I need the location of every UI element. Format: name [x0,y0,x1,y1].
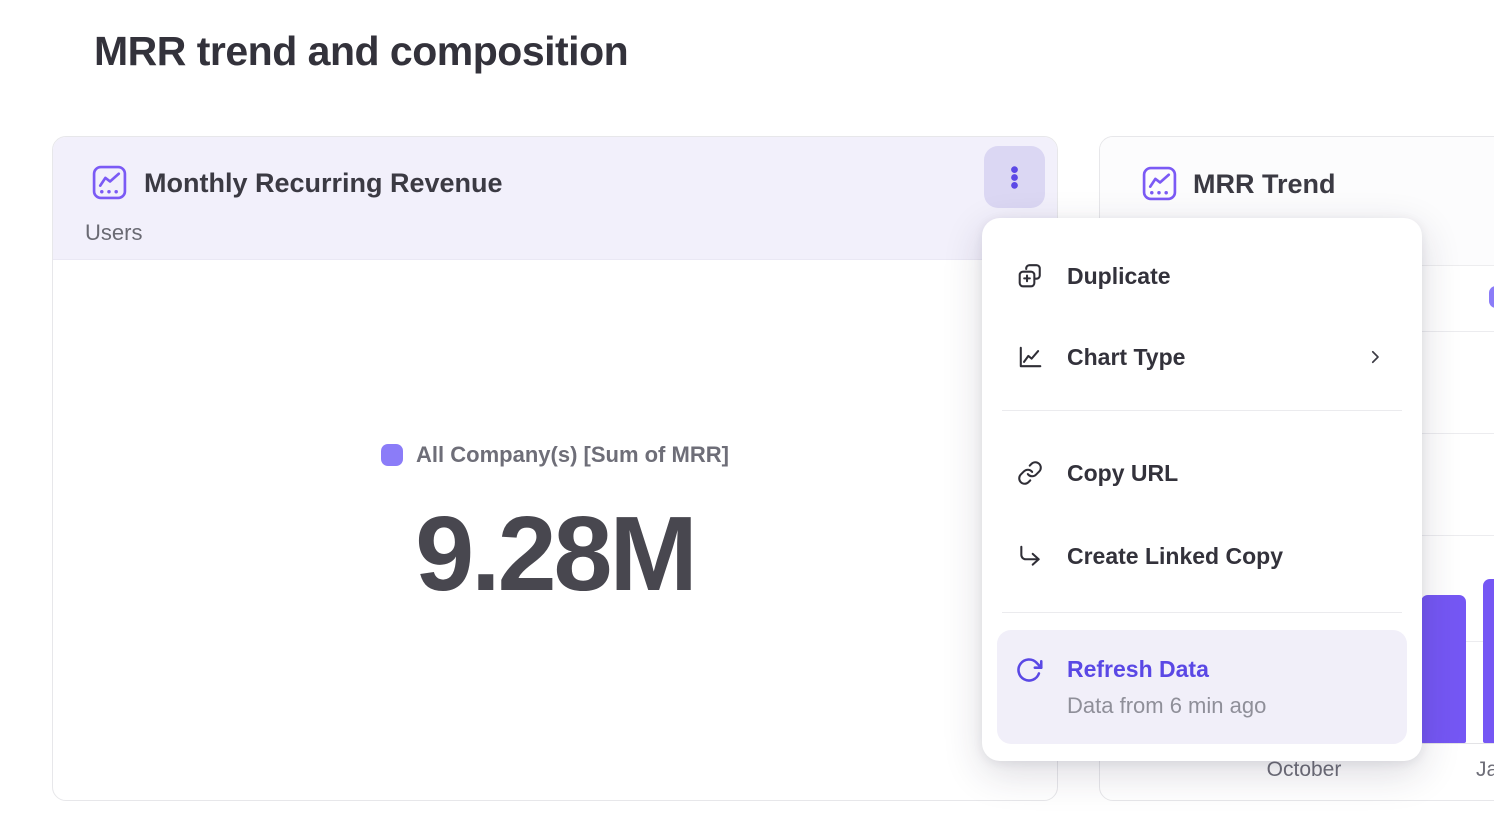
menu-item-copy-url[interactable]: Copy URL [982,443,1422,503]
menu-divider [1002,612,1402,613]
menu-divider [1002,410,1402,411]
refresh-icon [1015,656,1043,684]
menu-item-chart-type[interactable]: Chart Type [982,327,1422,387]
menu-item-label: Copy URL [1067,460,1179,486]
kpi-value: 9.28M [415,495,698,613]
refresh-data-label: Refresh Data [1067,656,1209,682]
x-tick-label-truncated: Ja [1476,758,1494,781]
legend-label: All Company(s) [Sum of MRR] [416,442,729,467]
bar-december [1483,579,1494,743]
menu-item-label: Duplicate [1067,263,1171,289]
menu-item-label: Chart Type [1067,344,1186,370]
mrr-card-header: Monthly Recurring Revenue Users [53,137,1057,260]
menu-item-label: Create Linked Copy [1067,543,1283,569]
x-tick-label: October [1266,758,1342,781]
mrr-kpi-card: Monthly Recurring Revenue Users All Comp… [52,136,1058,801]
menu-item-create-linked-copy[interactable]: Create Linked Copy [982,526,1422,586]
kebab-icon [1001,164,1028,191]
mrr-card-subtitle: Users [85,220,143,245]
page-title: MRR trend and composition [94,28,629,74]
mrr-card-title: Monthly Recurring Revenue [144,168,503,198]
card-context-menu: Duplicate Chart Type Copy URL [982,218,1422,761]
card-options-kebab-button[interactable] [984,146,1045,208]
bar-november [1421,595,1466,743]
chart-widget-icon [1141,165,1178,202]
trend-card-title: MRR Trend [1193,169,1336,199]
kpi-legend: All Company(s) [Sum of MRR] [53,442,1057,468]
link-icon [1017,460,1043,486]
refresh-data-timestamp: Data from 6 min ago [1067,693,1267,718]
legend-swatch [381,444,404,466]
chart-type-icon [1017,344,1043,370]
corner-down-right-icon [1017,543,1043,569]
menu-item-duplicate[interactable]: Duplicate [982,246,1422,306]
chart-widget-icon [91,164,128,201]
menu-item-refresh-data[interactable]: Refresh Data Data from 6 min ago [997,630,1407,744]
chevron-right-icon [1366,348,1384,366]
trend-legend-swatch [1489,286,1494,308]
duplicate-icon [1017,263,1043,289]
